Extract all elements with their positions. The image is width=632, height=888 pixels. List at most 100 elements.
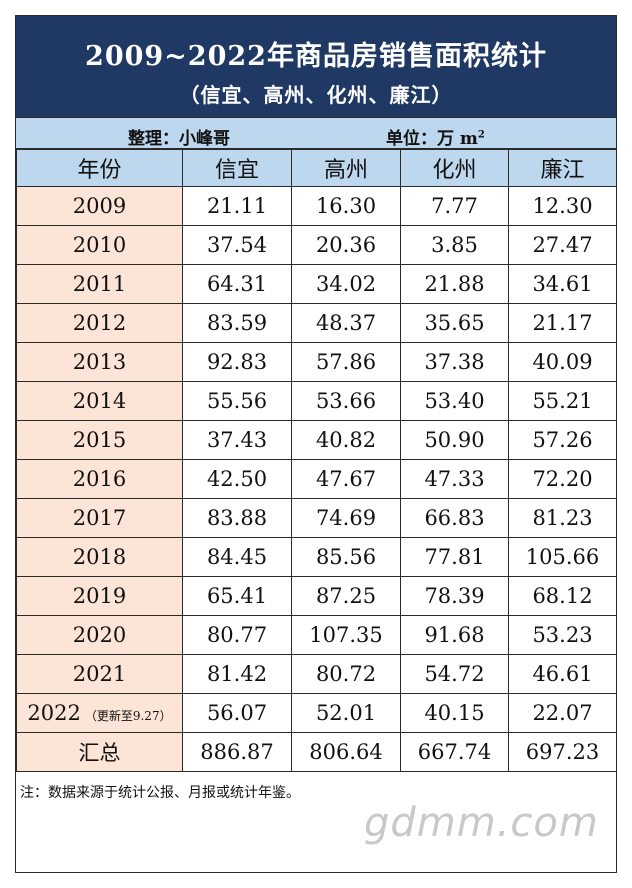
value-cell: 12.30 bbox=[508, 186, 617, 226]
value-cell: 55.21 bbox=[508, 381, 617, 421]
unit-superscript: 2 bbox=[477, 129, 485, 141]
value-cell: 21.88 bbox=[400, 264, 509, 304]
value-cell: 21.11 bbox=[182, 186, 292, 226]
year-value: 2020 bbox=[72, 623, 127, 647]
value-cell: 107.35 bbox=[291, 615, 401, 655]
value-cell: 77.81 bbox=[400, 537, 509, 577]
year-value: 2011 bbox=[72, 272, 127, 296]
header-huazhou: 化州 bbox=[400, 149, 509, 187]
year-cell: 2019 bbox=[16, 576, 183, 616]
year-cell: 2021 bbox=[16, 654, 183, 694]
value-cell: 56.07 bbox=[182, 693, 292, 733]
table-row: 2019 65.41 87.25 78.39 68.12 bbox=[16, 576, 617, 616]
value-cell: 37.43 bbox=[182, 420, 292, 460]
header-year: 年份 bbox=[16, 149, 183, 187]
year-value: 2021 bbox=[72, 662, 127, 686]
value-cell: 53.40 bbox=[400, 381, 509, 421]
page-title: 2009~2022年商品房销售面积统计 bbox=[85, 41, 547, 72]
year-cell: 2012 bbox=[16, 303, 183, 343]
value-cell: 35.65 bbox=[400, 303, 509, 343]
table-row: 2021 81.42 80.72 54.72 46.61 bbox=[16, 654, 617, 694]
value-cell: 53.23 bbox=[508, 615, 617, 655]
value-cell: 40.15 bbox=[400, 693, 509, 733]
year-value: 2015 bbox=[72, 428, 127, 452]
year-value: 2017 bbox=[72, 506, 127, 530]
table-row: 2010 37.54 20.36 3.85 27.47 bbox=[16, 225, 617, 265]
year-cell: 2017 bbox=[16, 498, 183, 538]
unit-symbol: m bbox=[459, 129, 478, 149]
year-cell: 2010 bbox=[16, 225, 183, 265]
total-value-cell: 667.74 bbox=[400, 732, 509, 772]
year-cell: 2013 bbox=[16, 342, 183, 382]
table-row: 2022 （更新至9.27） 56.07 52.01 40.15 22.07 bbox=[16, 693, 617, 733]
value-cell: 64.31 bbox=[182, 264, 292, 304]
value-cell: 27.47 bbox=[508, 225, 617, 265]
value-cell: 22.07 bbox=[508, 693, 617, 733]
value-cell: 72.20 bbox=[508, 459, 617, 499]
year-cell: 2014 bbox=[16, 381, 183, 421]
value-cell: 34.61 bbox=[508, 264, 617, 304]
value-cell: 48.37 bbox=[291, 303, 401, 343]
year-value: 2009 bbox=[72, 194, 127, 218]
year-value: 2013 bbox=[72, 350, 127, 374]
value-cell: 55.56 bbox=[182, 381, 292, 421]
title-banner: 2009~2022年商品房销售面积统计 （信宜、高州、化州、廉江） bbox=[16, 16, 616, 117]
year-value: 2016 bbox=[72, 467, 127, 491]
value-cell: 68.12 bbox=[508, 576, 617, 616]
value-cell: 84.45 bbox=[182, 537, 292, 577]
unit-text: 单位：万 bbox=[386, 129, 454, 149]
value-cell: 52.01 bbox=[291, 693, 401, 733]
year-value: 2014 bbox=[72, 389, 127, 413]
header-gaozhou: 高州 bbox=[291, 149, 401, 187]
sales-area-table: 年份 信宜 高州 化州 廉江 2009 21.11 16.30 7.77 12.30 20… bbox=[16, 149, 617, 772]
year-value: 2010 bbox=[72, 233, 127, 257]
total-value-cell: 697.23 bbox=[508, 732, 617, 772]
value-cell: 80.72 bbox=[291, 654, 401, 694]
value-cell: 21.17 bbox=[508, 303, 617, 343]
table-body: 2009 21.11 16.30 7.77 12.30 2010 37.54 20.36 3.8… bbox=[16, 186, 617, 772]
value-cell: 3.85 bbox=[400, 225, 509, 265]
year-cell: 2016 bbox=[16, 459, 183, 499]
total-row: 汇总 886.87 806.64 667.74 697.23 bbox=[16, 732, 617, 772]
year-cell: 2018 bbox=[16, 537, 183, 577]
value-cell: 37.38 bbox=[400, 342, 509, 382]
year-cell: 2022 （更新至9.27） bbox=[16, 693, 183, 733]
value-cell: 57.86 bbox=[291, 342, 401, 382]
value-cell: 83.88 bbox=[182, 498, 292, 538]
total-value-cell: 806.64 bbox=[291, 732, 401, 772]
value-cell: 16.30 bbox=[291, 186, 401, 226]
total-label: 汇总 bbox=[16, 732, 183, 772]
compiler-label: 整理：小峰哥 bbox=[128, 129, 230, 149]
year-cell: 2011 bbox=[16, 264, 183, 304]
year-value: 2012 bbox=[72, 311, 127, 335]
table-row: 2012 83.59 48.37 35.65 21.17 bbox=[16, 303, 617, 343]
value-cell: 74.69 bbox=[291, 498, 401, 538]
value-cell: 37.54 bbox=[182, 225, 292, 265]
value-cell: 81.42 bbox=[182, 654, 292, 694]
value-cell: 54.72 bbox=[400, 654, 509, 694]
value-cell: 87.25 bbox=[291, 576, 401, 616]
total-value-cell: 886.87 bbox=[182, 732, 292, 772]
watermark: gdmm.com bbox=[364, 800, 599, 846]
header-lianjiang: 廉江 bbox=[508, 149, 617, 187]
table-row: 2016 42.50 47.67 47.33 72.20 bbox=[16, 459, 617, 499]
table-row: 2015 37.43 40.82 50.90 57.26 bbox=[16, 420, 617, 460]
year-value: 2018 bbox=[72, 545, 127, 569]
footnote: 注：数据来源于统计公报、月报或统计年鉴。 bbox=[20, 785, 300, 801]
value-cell: 83.59 bbox=[182, 303, 292, 343]
value-cell: 57.26 bbox=[508, 420, 617, 460]
value-cell: 92.83 bbox=[182, 342, 292, 382]
table-row: 2011 64.31 34.02 21.88 34.61 bbox=[16, 264, 617, 304]
table-row: 2017 83.88 74.69 66.83 81.23 bbox=[16, 498, 617, 538]
unit-label: 单位：万 m2 bbox=[386, 124, 485, 149]
value-cell: 65.41 bbox=[182, 576, 292, 616]
value-cell: 42.50 bbox=[182, 459, 292, 499]
year-cell: 2015 bbox=[16, 420, 183, 460]
value-cell: 7.77 bbox=[400, 186, 509, 226]
year-cell: 2020 bbox=[16, 615, 183, 655]
value-cell: 81.23 bbox=[508, 498, 617, 538]
value-cell: 105.66 bbox=[508, 537, 617, 577]
value-cell: 85.56 bbox=[291, 537, 401, 577]
value-cell: 40.82 bbox=[291, 420, 401, 460]
table-row: 2018 84.45 85.56 77.81 105.66 bbox=[16, 537, 617, 577]
